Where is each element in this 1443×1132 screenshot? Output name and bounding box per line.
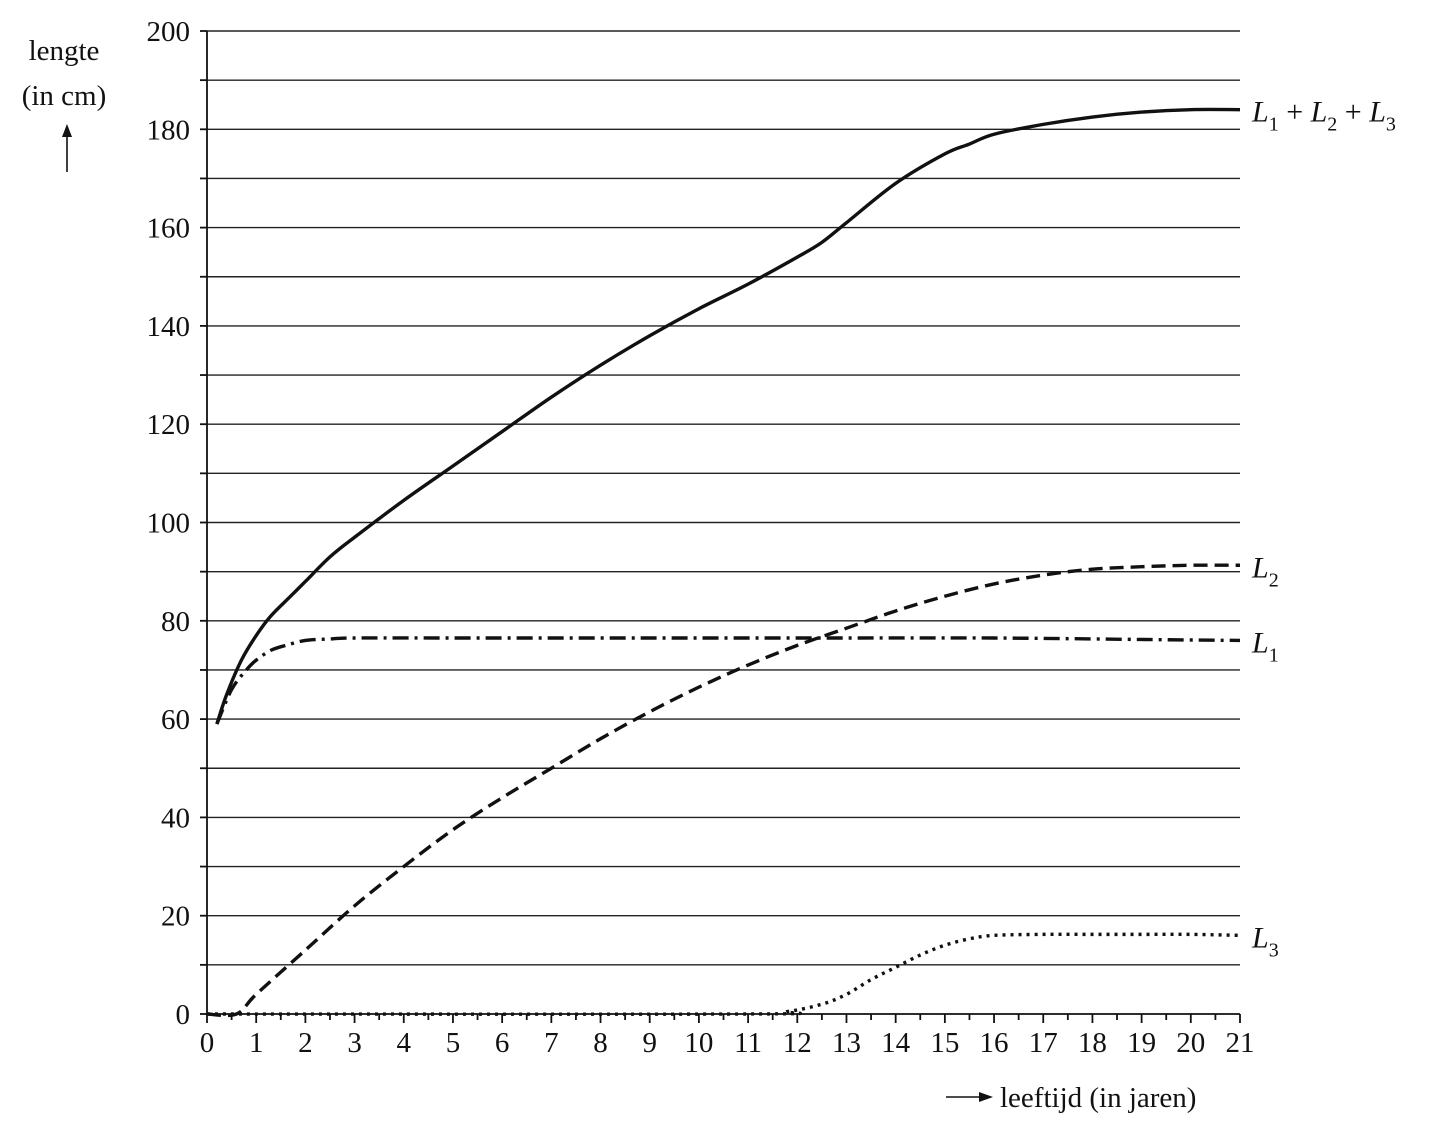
y-tick-label: 160 — [147, 213, 191, 245]
series-label-2: L1 — [1251, 626, 1279, 666]
x-tick-label: 21 — [1226, 1027, 1255, 1059]
x-tick-label: 4 — [397, 1027, 412, 1059]
series-line-3 — [206, 563, 1241, 1018]
x-tick-label: 5 — [446, 1027, 461, 1059]
x-tick-label: 0 — [200, 1027, 215, 1059]
y-tick-label: 120 — [147, 409, 191, 441]
series-line-4 — [206, 932, 1241, 1016]
x-tick-label: 14 — [881, 1027, 911, 1059]
x-tick-label: 9 — [642, 1027, 657, 1059]
y-tick-label: 40 — [161, 802, 190, 834]
x-tick-label: 7 — [544, 1027, 559, 1059]
x-tick-label: 3 — [347, 1027, 362, 1059]
y-tick-label: 20 — [161, 901, 190, 933]
x-tick-label: 20 — [1176, 1027, 1205, 1059]
series-line-2 — [215, 636, 1241, 725]
y-tick-label: 60 — [161, 704, 190, 736]
axes — [200, 30, 1241, 1023]
x-tick-label: 11 — [734, 1027, 762, 1059]
y-tick-label: 0 — [176, 999, 191, 1031]
y-axis-title-line2: (in cm) — [22, 80, 107, 112]
series-label-1: L1 + L2 + L3 — [1251, 96, 1396, 136]
x-tick-label: 15 — [930, 1027, 959, 1059]
x-tick-label: 12 — [783, 1027, 812, 1059]
y-tick-label: 80 — [161, 606, 190, 638]
x-tick-label: 10 — [684, 1027, 713, 1059]
y-tick-label: 200 — [147, 16, 191, 48]
x-tick-label: 17 — [1029, 1027, 1058, 1059]
series-labels: L1 + L2 + L3 L1 L2 L3 — [1251, 96, 1396, 962]
x-tick-label: 1 — [249, 1027, 264, 1059]
gridlines — [207, 30, 1240, 966]
y-tick-label: 140 — [147, 311, 191, 343]
series-line-1 — [215, 107, 1241, 725]
x-tick-label: 18 — [1078, 1027, 1107, 1059]
x-tick-label: 6 — [495, 1027, 510, 1059]
x-tick-label: 2 — [298, 1027, 313, 1059]
series-label-3: L2 — [1251, 551, 1279, 591]
x-axis-title: leeftijd (in jaren) — [1000, 1082, 1196, 1114]
x-tick-label: 13 — [832, 1027, 861, 1059]
x-tick-label: 8 — [593, 1027, 608, 1059]
x-tick-label: 19 — [1127, 1027, 1156, 1059]
y-tick-label: 180 — [147, 114, 191, 146]
y-axis-title-line1: lengte — [29, 35, 100, 67]
y-tick-label: 100 — [147, 508, 191, 540]
series-label-4: L3 — [1251, 921, 1279, 961]
x-tick-label: 16 — [980, 1027, 1009, 1059]
y-axis-arrow — [62, 124, 72, 172]
x-axis-arrow — [946, 1092, 993, 1102]
series-curves — [206, 107, 1241, 1018]
